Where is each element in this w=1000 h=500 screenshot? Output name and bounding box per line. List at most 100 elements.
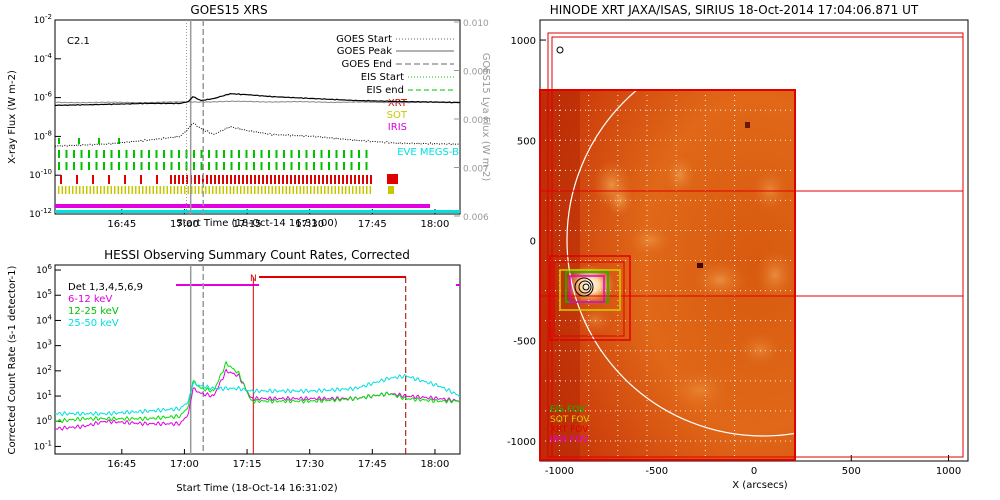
hessi-ytick-label: 10-1 (34, 439, 52, 452)
eis-tick (95, 162, 98, 170)
eis-tick (133, 150, 135, 158)
eis-tick (320, 150, 323, 158)
eis-tick (215, 150, 218, 158)
hessi-ytick-label: 103 (36, 339, 52, 352)
hessi-legend: Det 1,3,4,5,6,9 6-12 keV 12-25 keV 25-50… (68, 282, 143, 329)
legend-eve: EVE MEGS-B (397, 147, 459, 158)
sot-tick (313, 186, 315, 194)
xrt-tick (198, 175, 200, 184)
eis-tick (78, 138, 80, 144)
xrt-tick (366, 175, 368, 184)
goes-flare-class: C2.1 (67, 36, 90, 47)
eis-tick (298, 162, 300, 170)
xrt-tick (274, 175, 276, 184)
xrt-tick (92, 175, 94, 184)
goes-legend: GOES Start GOES Peak GOES End EIS Start … (336, 34, 459, 158)
sot-tick (198, 186, 200, 194)
eis-tick (118, 150, 120, 158)
xrt-xlabel: X (arcsecs) (732, 480, 788, 491)
goes-y2tick-label: 0.006 (463, 213, 489, 223)
fov-legend-eis: EIS FOV (550, 405, 586, 415)
eis-tick (298, 150, 300, 158)
sot-tick (338, 186, 340, 194)
hessi-legend-25-50: 25-50 keV (68, 318, 119, 329)
eis-tick (245, 162, 248, 170)
sot-tick (103, 186, 105, 194)
legend-goes-peak: GOES Peak (337, 46, 392, 57)
xrt-tick (254, 175, 256, 184)
eis-tick (328, 150, 330, 158)
eis-tick (253, 162, 255, 170)
eis-tick (335, 150, 338, 158)
sot-tick (306, 186, 308, 194)
eis-tick (118, 162, 120, 170)
goes-frame (54, 19, 461, 215)
eis-tick (170, 162, 173, 170)
sot-tick (355, 186, 357, 194)
fov-legend-xrt: XRT FOV (550, 425, 589, 435)
goes-y2tick-label: 0.007 (463, 165, 489, 175)
hessi-legend-12-25: 12-25 keV (68, 306, 119, 317)
eis-tick (305, 150, 308, 158)
xrt-tick (334, 175, 336, 184)
sot-tick (324, 186, 326, 194)
xrt-xtick-label: -500 (645, 466, 668, 477)
sot-tick (184, 186, 186, 194)
eis-tick (358, 162, 360, 170)
sot-tick (292, 186, 294, 194)
xrt-tick (286, 175, 288, 184)
xrt-tick (202, 175, 204, 184)
eis-tick (148, 150, 150, 158)
eis-tick (110, 150, 113, 158)
sot-tick (264, 186, 266, 194)
sot-tick (317, 186, 319, 194)
xrt-tick (194, 175, 196, 184)
sot-tick (100, 186, 102, 194)
sot-tick (352, 186, 354, 194)
xrt-tick (282, 175, 284, 184)
hessi-ytick-label: 106 (36, 263, 52, 276)
sot-tick (149, 186, 151, 194)
xrt-ytick-label: 500 (517, 136, 536, 147)
sot-tick (243, 186, 245, 194)
sot-tick (114, 186, 116, 194)
xrt-tick (174, 175, 176, 184)
sot-tick (240, 186, 242, 194)
hessi-line-6-12kev (55, 368, 461, 431)
eis-tick (88, 150, 90, 158)
xrt-fov-large-2 (551, 36, 964, 458)
xrt-tick (278, 175, 280, 184)
sot-tick (173, 186, 175, 194)
goes-ytick-label: 10-4 (34, 52, 53, 65)
eis-tick (283, 162, 285, 170)
xrt-tick (310, 175, 312, 184)
xrt-fov-box-2 (553, 261, 625, 337)
eis-tick (328, 162, 330, 170)
xrt-tick (342, 175, 344, 184)
sot-tick (205, 186, 207, 194)
eis-tick (275, 162, 278, 170)
eis-tick (260, 162, 263, 170)
eis-tick (65, 162, 68, 170)
sot-tick (222, 186, 224, 194)
xrt-tick (222, 175, 224, 184)
eis-tick (155, 150, 158, 158)
goes-xtick-label: 18:00 (421, 219, 450, 230)
eis-tick (163, 162, 165, 170)
xrt-tick (318, 175, 320, 184)
sot-tick (138, 186, 140, 194)
sot-tick (177, 186, 179, 194)
goes-xtick-label: 17:45 (358, 219, 387, 230)
xrt-tick (230, 175, 232, 184)
eis-tick (223, 162, 225, 170)
xrt-tick (294, 175, 296, 184)
eis-tick (155, 162, 158, 170)
eis-tick (125, 150, 128, 158)
goes-ytick-label: 10-6 (34, 91, 53, 104)
xrt-tick (60, 175, 62, 184)
legend-eis-start: EIS Start (361, 72, 404, 83)
eis-tick (238, 162, 240, 170)
sot-tick (124, 186, 126, 194)
eis-tick (58, 138, 60, 144)
